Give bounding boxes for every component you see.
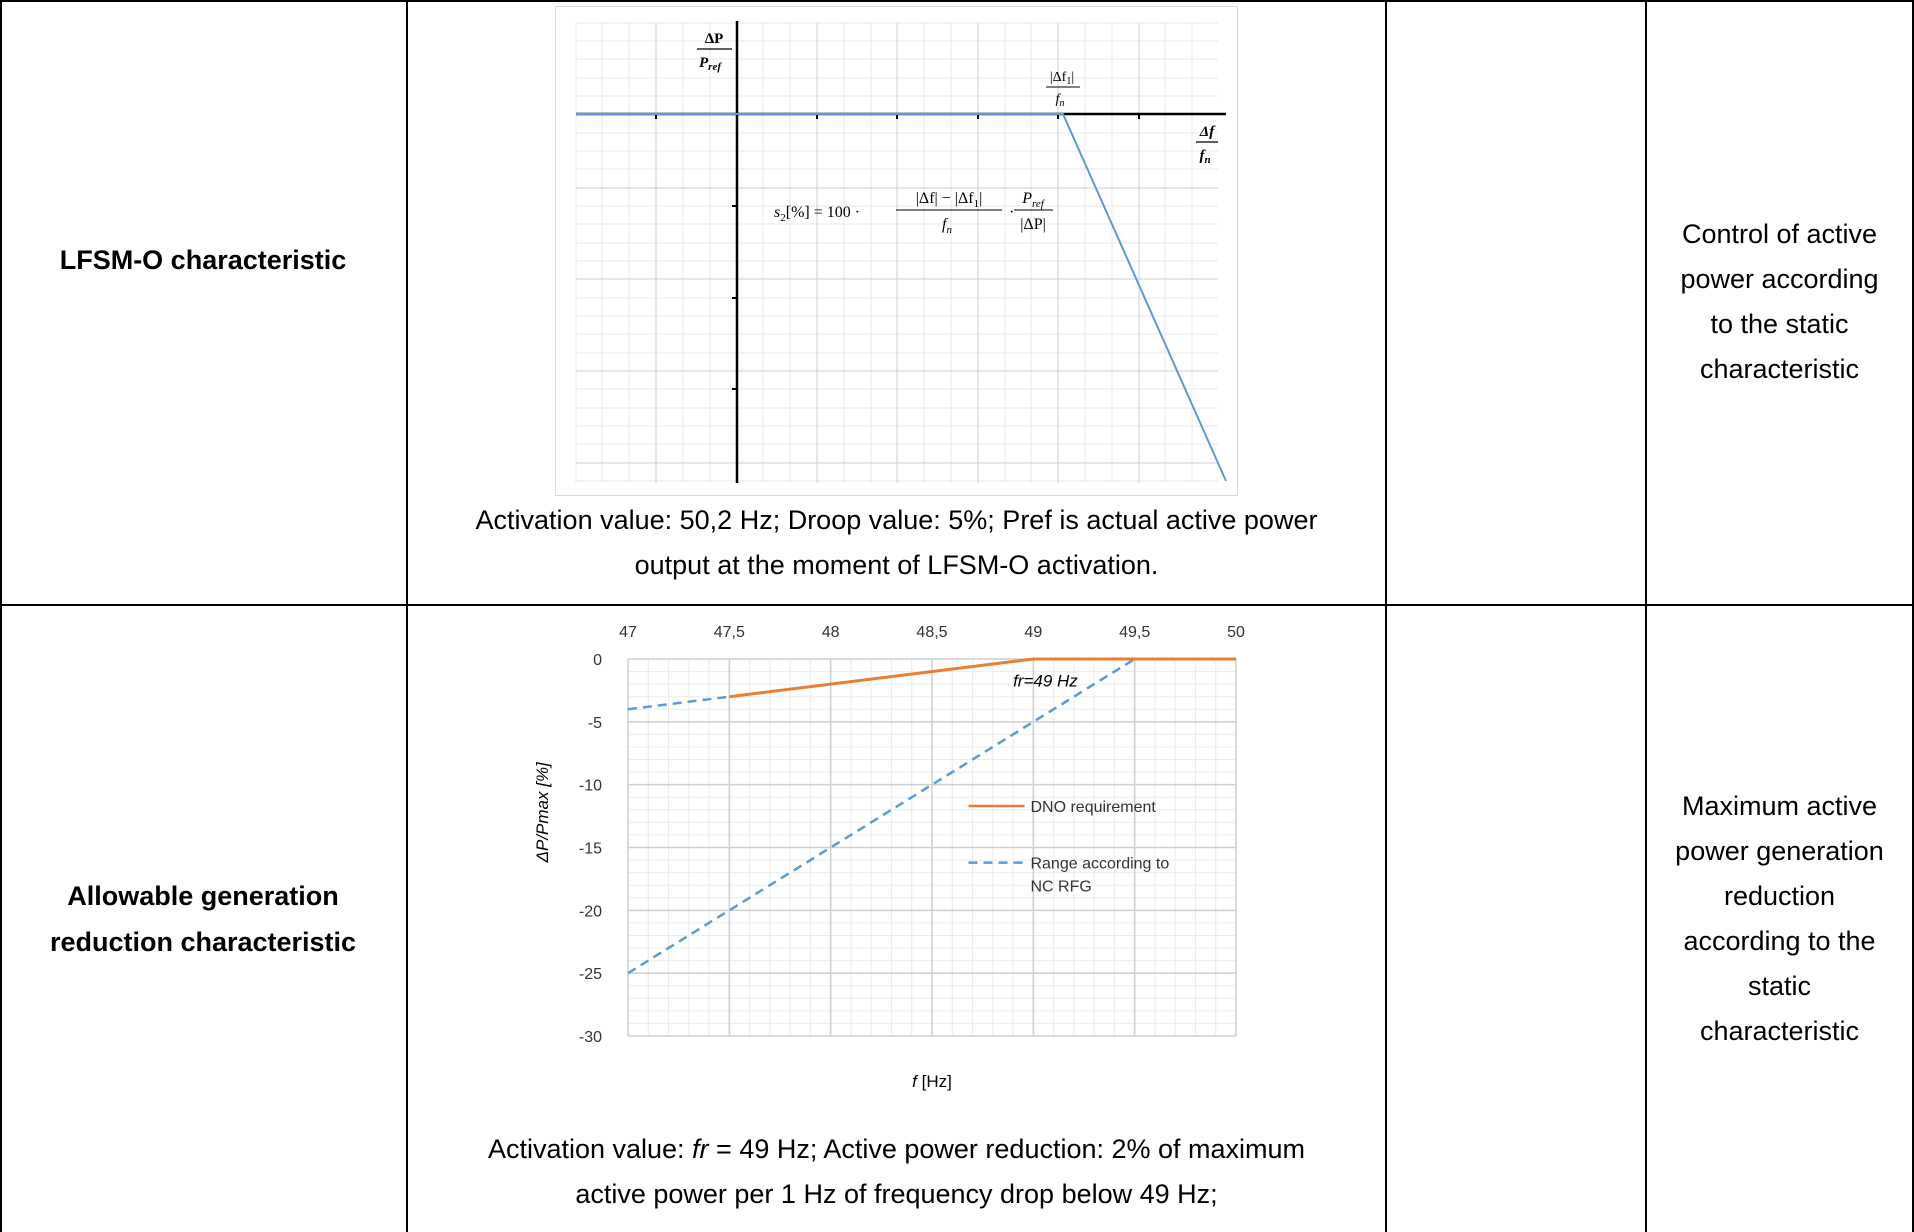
table-border-right [1912,0,1914,1232]
chart-series [627,657,1236,975]
x-tick-label: 47,5 [714,624,745,641]
x-tick-labels: 47 47,5 48 48,5 49 49,5 50 [619,624,1245,641]
x-tick-label: 50 [1227,624,1245,641]
svg-text:Pref: Pref [1021,190,1046,210]
description-line: power generation [1675,836,1884,866]
legend-label-dno: DNO requirement [1030,799,1156,816]
series-dno-line [729,657,1236,699]
svg-text:|ΔP|: |ΔP| [1020,216,1046,233]
droop-formula: s2[%] = 100 · |Δf| − |Δf1| fn · Pref |ΔP… [774,190,1053,236]
row-label-text: LFSM-O characteristic [59,245,347,275]
table-border-left [0,0,2,1232]
y-axis-label: ΔP Pref [697,31,732,73]
chart-legend: DNO requirement Range according to NC RFG [968,799,1169,896]
description-line: to the static [1710,309,1849,339]
description-line: Maximum active [1681,791,1878,821]
column-divider-3 [1645,0,1647,1232]
lfsm-o-caption: Activation value: 50,2 Hz; Droop value: … [408,498,1385,588]
y-tick-label: -20 [579,903,602,920]
row-label-text: reduction characteristic [49,927,357,957]
y-tick-label: 0 [593,652,602,669]
caption-line: active power per 1 Hz of frequency drop … [575,1179,1218,1209]
caption-line: Activation value: fr = 49 Hz; Active pow… [487,1134,1306,1164]
x-axis-label: Δf fn [1196,124,1218,166]
row-description-generation-reduction: Maximum active power generation reductio… [1647,606,1912,1232]
generation-reduction-chart: 47 47,5 48 48,5 49 49,5 50 0 -5 -10 -15 -20 -25 -30 … [519,607,1269,1097]
description-line: reduction [1723,881,1836,911]
chart-grid [627,658,1237,1037]
row-label-lfsm-o: LFSM-O characteristic [0,0,406,520]
x-tick-label: 47 [619,624,637,641]
y-tick-label: -25 [579,966,602,983]
description-line: Control of active [1681,219,1878,249]
x-tick-label: 49,5 [1119,624,1150,641]
svg-text:·: · [1009,204,1014,221]
svg-text:fn: fn [1199,148,1210,166]
y-tick-labels: 0 -5 -10 -15 -20 -25 -30 [579,652,602,1046]
y-tick-label: -30 [579,1029,602,1046]
caption-line: output at the moment of LFSM-O activatio… [634,550,1159,580]
series-nc-rfg-line [627,657,1136,975]
table-border-top [0,0,1914,2]
x-axis-label: f [Hz] [912,1072,952,1091]
svg-text:Δf: Δf [1199,124,1216,140]
diagram-major-grid [576,23,1218,483]
svg-text:ΔP: ΔP [705,31,724,47]
y-tick-label: -5 [588,715,602,732]
description-line: according to the [1683,926,1876,956]
column-divider-2 [1385,0,1387,1232]
x-tick-label: 49 [1024,624,1042,641]
lfsm-o-characteristic-line [576,113,1227,482]
description-line: static [1747,971,1812,1001]
breakpoint-label: |Δf1| fn [1046,70,1080,109]
x-tick-label: 48 [822,624,840,641]
y-tick-label: -15 [579,841,602,858]
row-label-generation-reduction: Allowable generation reduction character… [0,606,406,1232]
lfsm-o-diagram-svg: ΔP Pref Δf fn |Δf1| fn s2[%] = 100 · |Δf… [575,21,1227,483]
description-line: characteristic [1699,1016,1860,1046]
y-tick-label: -10 [579,778,602,795]
lfsm-o-diagram: ΔP Pref Δf fn |Δf1| fn s2[%] = 100 · |Δf… [555,6,1238,496]
description-line: power according [1680,264,1879,294]
svg-text:fn: fn [1056,92,1065,109]
svg-text:|Δf| − |Δf1|: |Δf| − |Δf1| [916,190,983,210]
row-description-lfsm-o: Control of active power according to the… [1647,0,1912,604]
caption-line: Activation value: 50,2 Hz; Droop value: … [475,505,1318,535]
description-line: characteristic [1699,354,1860,384]
svg-text:Pref: Pref [699,55,722,73]
row-divider [0,604,1914,606]
y-axis-label: ΔP/Pmax [%] [533,761,552,863]
svg-text:s2[%] = 100 ·: s2[%] = 100 · [774,204,860,224]
svg-text:|Δf1|: |Δf1| [1050,70,1074,87]
column-divider-1 [406,0,408,1232]
generation-reduction-chart-svg: 47 47,5 48 48,5 49 49,5 50 0-5-10-15-20-25-30 … [533,624,1245,1091]
activation-annotation: fr=49 Hz [1013,672,1078,691]
generation-reduction-caption: Activation value: fr = 49 Hz; Active pow… [408,1127,1385,1217]
legend-label-nc-rfg: Range according to NC RFG [1030,856,1169,896]
svg-text:fn: fn [942,216,952,236]
x-tick-label: 48,5 [916,624,947,641]
row-label-text: Allowable generation [67,881,339,911]
